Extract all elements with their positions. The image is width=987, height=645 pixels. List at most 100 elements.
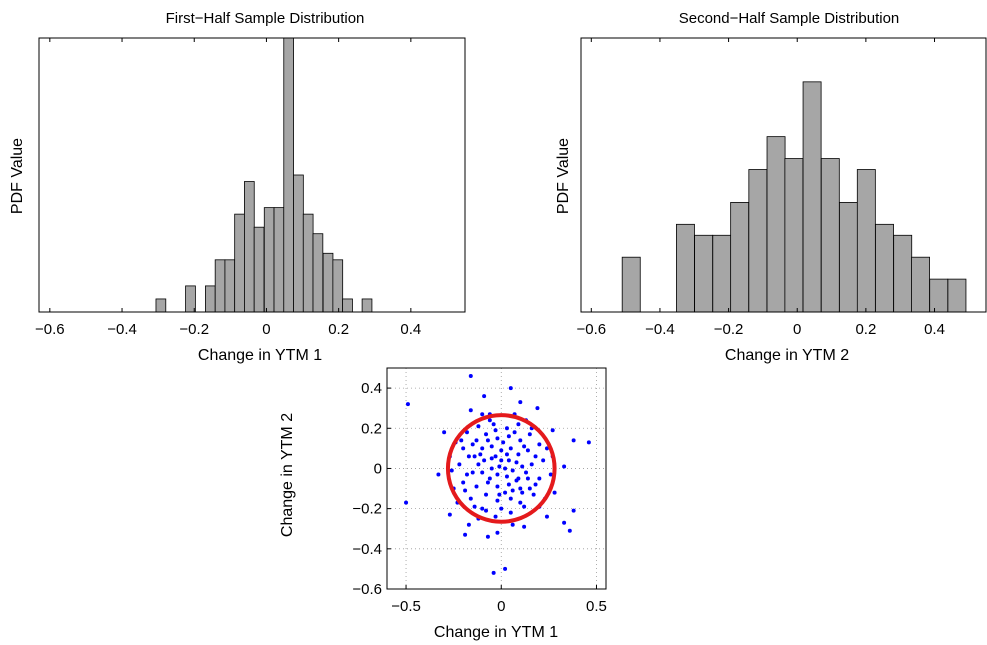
scatter-point [484, 508, 489, 513]
scatter-y-tick-label: −0.4 [352, 541, 382, 558]
scatter-ylabel: Change in YTM 2 [279, 413, 296, 537]
scatter-point [571, 508, 576, 513]
scatter-point [518, 500, 523, 505]
scatter-circle [445, 413, 557, 524]
histogram-ytm2-bar [784, 158, 804, 313]
histogram-ytm2-bar [893, 234, 913, 313]
scatter-point [518, 400, 523, 405]
scatter-point [489, 456, 494, 461]
scatter-point [485, 480, 490, 485]
scatter-point [484, 432, 489, 437]
scatter-ytm1-ytm2: −0.5 0 0.5 −0.6 −0.4 −0.2 0 0.2 0.4 Change in Y… [279, 367, 607, 641]
histogram-ytm2-bar [766, 136, 786, 313]
scatter-point [461, 480, 466, 485]
histogram-ytm1-ylabel: PDF Value [9, 138, 26, 214]
scatter-point [544, 514, 549, 519]
scatter-xlabel: Change in YTM 1 [434, 624, 558, 641]
histogram-ytm2-bars [621, 81, 967, 313]
scatter-point [487, 418, 492, 423]
scatter-point [504, 452, 509, 457]
scatter-point [449, 468, 454, 473]
histogram-ytm1-bar [234, 213, 245, 313]
scatter-point [476, 462, 481, 467]
scatter-point [436, 472, 441, 477]
scatter-point [503, 466, 508, 471]
scatter-point [537, 442, 542, 447]
histogram-ytm2-x-ticks: −0.6 −0.4 −0.2 0 0.2 0.4 [576, 38, 945, 338]
scatter-point [535, 406, 540, 411]
scatter-point [516, 422, 521, 427]
histogram-ytm2-bar [820, 158, 840, 313]
scatter-point [466, 454, 471, 459]
scatter-y-tick-label: 0.2 [361, 420, 382, 437]
histogram-ytm1-bar [293, 174, 304, 313]
scatter-grid [387, 368, 606, 590]
scatter-point [522, 504, 527, 509]
scatter-point [510, 522, 515, 527]
scatter-point [506, 434, 511, 439]
scatter-point [464, 472, 469, 477]
histogram-ytm2-x-tick-label: 0.4 [924, 321, 945, 338]
histogram-ytm1-x-tick-label: 0.4 [400, 321, 421, 338]
histogram-ytm2-bar [911, 256, 930, 313]
scatter-point [480, 506, 485, 511]
scatter-point [567, 528, 572, 533]
histogram-ytm1-bar [273, 207, 285, 313]
scatter-point [508, 510, 513, 515]
histogram-ytm1-bar [342, 298, 353, 313]
histogram-ytm2-bar [621, 256, 641, 313]
scatter-y-ticks: −0.6 −0.4 −0.2 0 0.2 0.4 [352, 380, 391, 598]
scatter-point [447, 512, 452, 517]
scatter-point [508, 386, 513, 391]
histogram-ytm2-bar [856, 169, 876, 313]
scatter-point [493, 454, 498, 459]
histogram-ytm1-bar [205, 285, 216, 313]
scatter-y-tick-label: −0.6 [352, 581, 382, 598]
histogram-ytm1-bar [361, 298, 373, 313]
scatter-point [506, 458, 511, 463]
scatter-point [485, 438, 490, 443]
scatter-point [518, 438, 523, 443]
scatter-point [527, 432, 532, 437]
histogram-ytm1-bar [302, 213, 314, 313]
histogram-ytm2-x-tick-label: −0.2 [714, 321, 744, 338]
scatter-point [497, 492, 502, 497]
scatter-point [405, 402, 410, 407]
scatter-point [487, 476, 492, 481]
scatter-point [512, 430, 517, 435]
scatter-point [525, 448, 530, 453]
histogram-ytm2-bar [748, 169, 768, 313]
histogram-ytm2-xlabel: Change in YTM 2 [725, 347, 849, 364]
histogram-ytm2-bar [839, 201, 858, 313]
histogram-ytm1-axes-box [38, 37, 466, 313]
scatter-point [478, 452, 483, 457]
scatter-point [485, 534, 490, 539]
histogram-ytm1-x-tick-label: 0 [262, 321, 270, 338]
scatter-point [520, 464, 525, 469]
scatter-point [495, 436, 500, 441]
histogram-ytm2-bar [676, 223, 695, 313]
histogram-ytm2-axes-box [580, 37, 987, 313]
scatter-point [504, 474, 509, 479]
scatter-point [489, 444, 494, 449]
scatter-point [461, 446, 466, 451]
scatter-point [474, 484, 479, 489]
scatter-point [531, 492, 536, 497]
scatter-point [552, 490, 557, 495]
scatter-point [571, 438, 576, 443]
scatter-point [480, 470, 485, 475]
scatter-point [493, 428, 498, 433]
histogram-ytm1-bar [224, 259, 236, 313]
scatter-point [468, 496, 473, 501]
histogram-ytm2-x-tick-label: −0.4 [645, 321, 675, 338]
scatter-point [493, 514, 498, 519]
histogram-ytm1-bar [244, 181, 255, 313]
scatter-point [503, 490, 508, 495]
scatter-point [508, 446, 513, 451]
histogram-ytm1-bar [312, 233, 324, 313]
histogram-ytm1-bar [253, 226, 265, 313]
scatter-point [474, 438, 479, 443]
scatter-points [404, 374, 591, 575]
scatter-point [466, 522, 471, 527]
scatter-point [506, 482, 511, 487]
